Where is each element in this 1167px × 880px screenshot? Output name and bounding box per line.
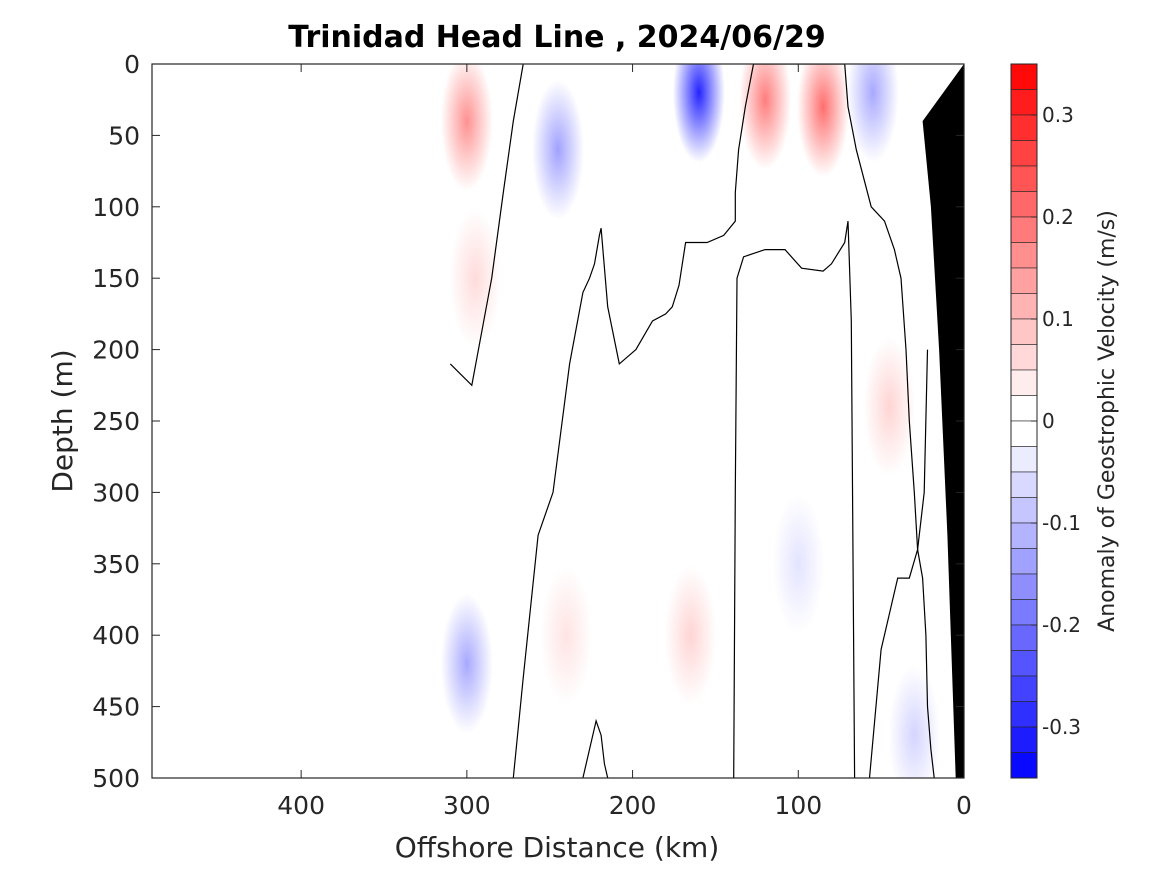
x-tick-label: 300 <box>443 791 491 820</box>
colorbar-level <box>1010 191 1038 218</box>
y-tick-label: 150 <box>92 264 140 293</box>
chart-title: Trinidad Head Line , 2024/06/29 <box>288 20 825 55</box>
velocity-cell <box>739 64 792 170</box>
velocity-field <box>440 64 941 778</box>
colorbar-level <box>1010 318 1038 345</box>
colorbar-tick-label: -0.2 <box>1042 613 1081 637</box>
x-tick-label: 200 <box>609 791 657 820</box>
colorbar-level <box>1010 165 1038 192</box>
velocity-cell <box>540 565 593 706</box>
colorbar-level <box>1010 624 1038 651</box>
colorbar-level <box>1010 89 1038 116</box>
colorbar-level <box>1010 63 1038 90</box>
velocity-cell <box>772 493 825 634</box>
y-axis-label: Depth (m) <box>46 349 79 492</box>
colorbar-tick-label: 0 <box>1042 409 1055 433</box>
colorbar-level <box>1010 726 1038 753</box>
velocity-cell <box>846 64 899 163</box>
velocity-cell <box>797 64 850 177</box>
zero-contour-line <box>733 221 856 778</box>
y-tick-label: 0 <box>124 50 140 79</box>
colorbar-label: Anomaly of Geostrophic Velocity (m/s) <box>1095 210 1120 632</box>
y-tick-label: 450 <box>92 693 140 722</box>
velocity-cell <box>888 665 941 778</box>
colorbar-tick-label: 0.1 <box>1042 307 1074 331</box>
x-axis-label: Offshore Distance (km) <box>395 831 720 864</box>
colorbar-level <box>1010 548 1038 575</box>
velocity-cell <box>440 64 493 192</box>
velocity-cell <box>863 336 916 477</box>
colorbar-level <box>1010 420 1038 447</box>
colorbar-level <box>1010 216 1038 243</box>
x-axis: 400 300 200 100 0 <box>277 64 972 820</box>
colorbar-level <box>1010 446 1038 473</box>
colorbar-level <box>1010 293 1038 320</box>
land-mask <box>922 64 964 778</box>
zero-contours <box>449 64 935 778</box>
y-tick-label: 300 <box>92 478 140 507</box>
y-tick-label: 200 <box>92 336 140 365</box>
colorbar-level <box>1010 471 1038 498</box>
velocity-cell <box>440 593 493 734</box>
colorbar-tick-label: 0.3 <box>1042 103 1074 127</box>
colorbar-level <box>1010 497 1038 524</box>
colorbar-tick-label: 0.2 <box>1042 205 1074 229</box>
land-polygon <box>922 64 964 778</box>
colorbar-tick-label: -0.3 <box>1042 715 1081 739</box>
y-tick-label: 50 <box>108 121 140 150</box>
colorbar-level <box>1010 242 1038 269</box>
velocity-cell <box>672 64 725 163</box>
y-tick-label: 250 <box>92 407 140 436</box>
colorbar-level <box>1010 675 1038 702</box>
colorbar: 0.3 0.2 0.1 0 -0.1 -0.2 -0.3 <box>1010 63 1081 779</box>
colorbar-level <box>1010 140 1038 167</box>
zero-contour-line <box>449 64 524 387</box>
zero-contour-line <box>582 718 609 778</box>
colorbar-tick-label: -0.1 <box>1042 511 1081 535</box>
velocity-cell <box>449 208 502 349</box>
colorbar-level <box>1010 573 1038 600</box>
velocity-cell <box>532 79 584 220</box>
colorbar-level <box>1010 650 1038 677</box>
y-axis: 0 50 100 150 200 250 300 350 400 450 500 <box>92 50 964 793</box>
y-tick-label: 500 <box>92 764 140 793</box>
colorbar-level <box>1010 599 1038 626</box>
y-tick-label: 400 <box>92 621 140 650</box>
y-tick-label: 100 <box>92 193 140 222</box>
zero-contour-line <box>868 349 929 778</box>
zero-contour-line <box>512 64 935 778</box>
velocity-cell <box>664 565 717 706</box>
colorbar-level <box>1010 369 1038 396</box>
x-tick-label: 100 <box>774 791 822 820</box>
colorbar-level <box>1010 395 1038 422</box>
colorbar-level <box>1010 701 1038 728</box>
colorbar-level <box>1010 752 1038 779</box>
x-tick-label: 0 <box>956 791 972 820</box>
colorbar-level <box>1010 114 1038 141</box>
colorbar-level <box>1010 522 1038 549</box>
colorbar-level <box>1010 267 1038 294</box>
x-tick-label: 400 <box>277 791 325 820</box>
colorbar-level <box>1010 344 1038 371</box>
y-tick-label: 350 <box>92 550 140 579</box>
